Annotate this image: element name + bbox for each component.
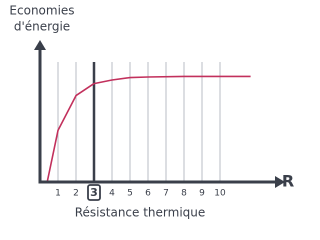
x-tick-label: 10 [214,189,226,199]
x-tick-label: 5 [127,189,133,199]
x-tick-label: 1 [55,189,61,199]
x-tick-label: 2 [73,189,79,199]
data-line [46,75,251,183]
y-label: Economies [9,4,74,18]
axis-symbol: R [282,172,294,191]
x-axis-arrow [275,176,285,188]
x-tick-label: 9 [199,189,205,199]
y-label: d'énergie [14,20,70,34]
x-tick-label: 7 [163,189,169,199]
highlight-box [87,184,101,201]
x-tick-label: 3 [90,186,98,199]
x-tick-label: 8 [181,189,187,199]
y-axis-arrow [34,40,46,50]
chart: Economies d'énergie Résistance thermique… [9,4,294,220]
x-label: Résistance thermique [75,206,206,220]
x-tick-label: 6 [145,189,151,199]
x-tick-label: 4 [109,189,115,199]
